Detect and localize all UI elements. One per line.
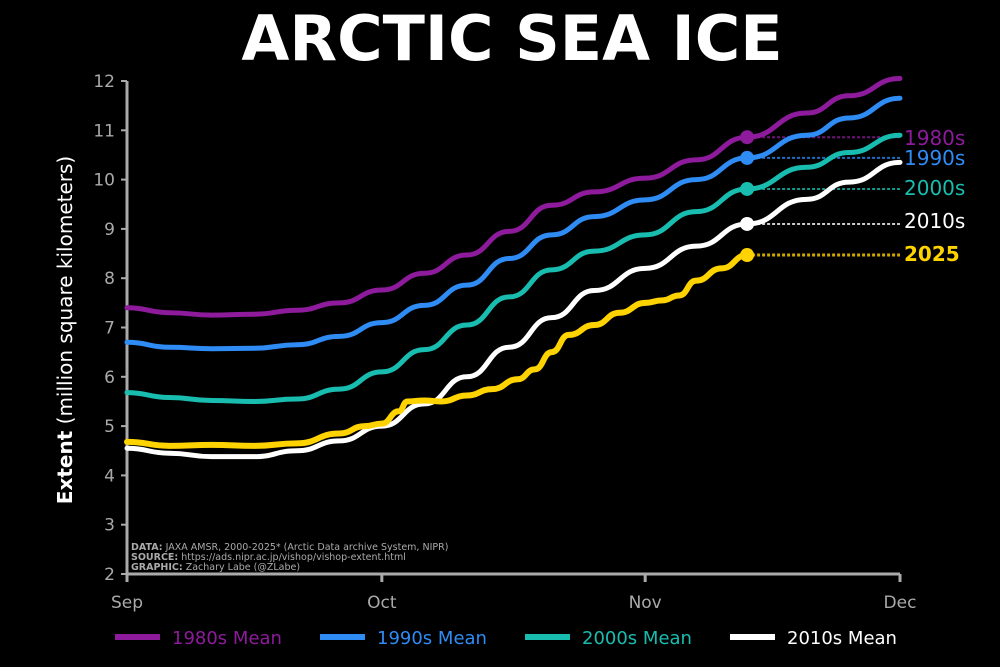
legend-entry: 2010s Mean [787,628,897,649]
series-label-2010s: 2010s [904,209,965,233]
marker-1990s [740,150,755,165]
x-tick-label: Sep [111,593,143,613]
series-line-1980s [124,76,903,318]
marker-2025 [740,248,755,263]
credits: DATA: JAXA AMSR, 2000-2025* (Arctic Data… [131,542,448,573]
y-tick-label: 12 [93,72,115,92]
credit-line: SOURCE: https://ads.nipr.ac.jp/vishop/vi… [131,552,406,563]
marker-2000s [740,181,755,196]
y-axis-label-rest: (million square kilometers) [53,156,77,431]
marker-1980s [740,130,755,145]
y-tick-label: 11 [93,121,115,141]
x-tick-label: Oct [367,593,397,613]
series-label-1980s: 1980s [904,126,965,150]
series-line-2010s [124,159,903,460]
series-line-2025 [124,252,751,449]
y-axis-label: Extent (million square kilometers) [53,156,77,504]
credit-line: DATA: JAXA AMSR, 2000-2025* (Arctic Data… [131,542,448,553]
y-tick-label: 3 [104,516,115,536]
y-tick-label: 4 [104,466,115,486]
series-label-2025: 2025 [904,242,960,266]
credit-line: GRAPHIC: Zachary Labe (@ZLabe) [131,562,300,573]
legend: 1980s Mean 1990s Mean 2000s Mean 2010s Mean [115,628,897,649]
series-label-2000s: 2000s [904,176,965,200]
legend-entry: 1980s Mean [172,628,282,649]
chart-title: ARCTIC SEA ICE [241,2,782,75]
legend-entry: 1990s Mean [377,628,487,649]
series-label-1990s: 1990s [904,146,965,170]
x-tick-label: Nov [629,593,662,613]
y-tick-label: 5 [104,417,115,437]
y-tick-label: 10 [93,171,115,191]
y-axis-label-bold: Extent [53,430,77,504]
x-tick-label: Dec [884,593,917,613]
y-tick-label: 9 [104,220,115,240]
series-line-1990s [124,95,903,352]
marker-2010s [740,216,755,231]
y-tick-label: 6 [104,368,115,388]
y-tick-label: 7 [104,319,115,339]
y-tick-label: 2 [104,565,115,585]
y-tick-label: 8 [104,269,115,289]
series-line-2000s [124,132,903,404]
legend-entry: 2000s Mean [582,628,692,649]
